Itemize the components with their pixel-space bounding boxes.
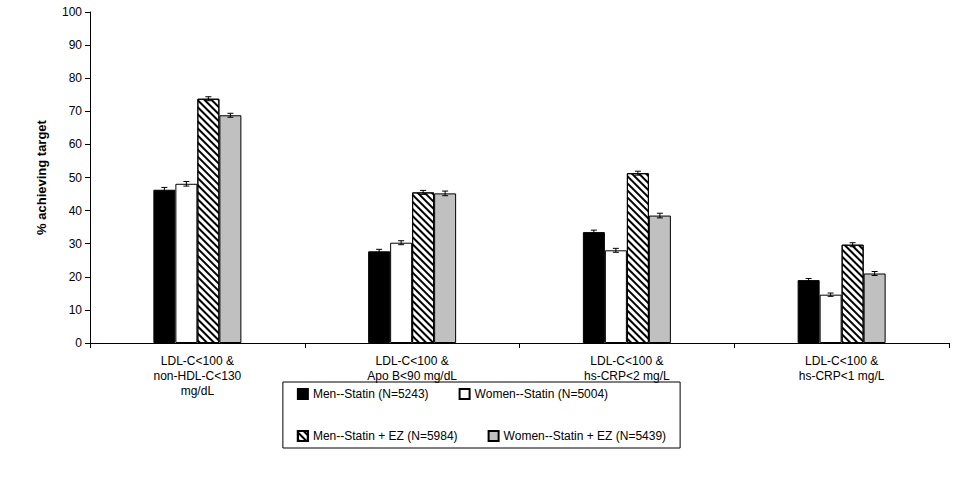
svg-text:60: 60	[69, 137, 83, 151]
svg-text:LDL-C<100 &: LDL-C<100 &	[161, 354, 234, 368]
svg-text:Women--Statin (N=5004): Women--Statin (N=5004)	[475, 387, 609, 401]
svg-text:30: 30	[69, 237, 83, 251]
svg-text:% achieving target: % achieving target	[34, 119, 49, 235]
svg-text:70: 70	[69, 104, 83, 118]
svg-text:100: 100	[62, 5, 82, 19]
svg-text:LDL-C<100 &: LDL-C<100 &	[805, 354, 878, 368]
svg-text:90: 90	[69, 38, 83, 52]
svg-text:hs-CRP<1 mg/L: hs-CRP<1 mg/L	[799, 369, 885, 383]
svg-text:80: 80	[69, 71, 83, 85]
svg-text:50: 50	[69, 171, 83, 185]
svg-text:Men--Statin + EZ (N=5984): Men--Statin + EZ (N=5984)	[313, 429, 458, 443]
svg-text:non-HDL-C<130: non-HDL-C<130	[154, 369, 242, 383]
svg-text:0: 0	[75, 336, 82, 350]
svg-text:Apo B<90 mg/dL: Apo B<90 mg/dL	[367, 369, 457, 383]
svg-text:LDL-C<100 &: LDL-C<100 &	[590, 354, 663, 368]
svg-text:LDL-C<100 &: LDL-C<100 &	[376, 354, 449, 368]
svg-text:Women--Statin + EZ (N=5439): Women--Statin + EZ (N=5439)	[504, 429, 667, 443]
svg-text:40: 40	[69, 204, 83, 218]
svg-text:10: 10	[69, 303, 83, 317]
svg-text:Men--Statin (N=5243): Men--Statin (N=5243)	[313, 387, 429, 401]
svg-text:20: 20	[69, 270, 83, 284]
svg-text:mg/dL: mg/dL	[181, 384, 215, 398]
svg-text:hs-CRP<2 mg/L: hs-CRP<2 mg/L	[584, 369, 670, 383]
